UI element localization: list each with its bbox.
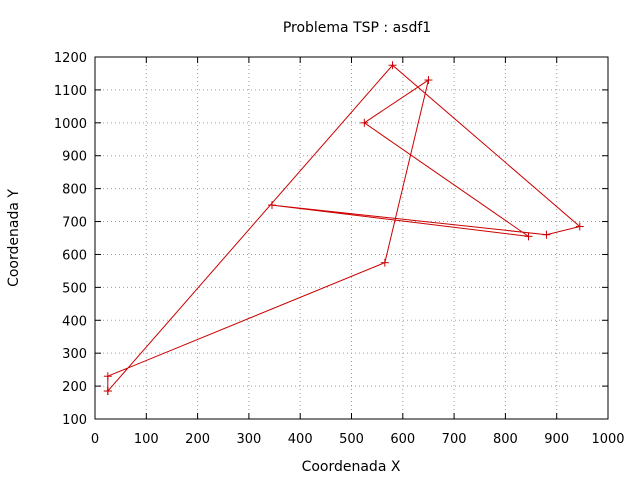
x-tick-label: 700 <box>442 432 467 447</box>
route-point <box>542 230 551 239</box>
x-tick-label: 500 <box>339 432 364 447</box>
x-tick-label: 1000 <box>591 432 624 447</box>
y-tick-label: 100 <box>62 413 87 428</box>
x-tick-label: 100 <box>134 432 159 447</box>
route-point <box>424 76 433 85</box>
route-point <box>575 222 584 231</box>
y-tick-label: 600 <box>62 248 87 263</box>
y-tick-label: 500 <box>62 281 87 296</box>
x-tick-label: 900 <box>544 432 569 447</box>
route-point <box>103 372 112 381</box>
x-tick-label: 800 <box>493 432 518 447</box>
x-tick-label: 600 <box>390 432 415 447</box>
route-point <box>267 201 276 210</box>
route-point <box>103 387 112 396</box>
chart-title: Problema TSP : asdf1 <box>283 20 431 36</box>
x-tick-label: 200 <box>185 432 210 447</box>
y-tick-label: 1000 <box>54 117 87 132</box>
route-line <box>107 64 581 392</box>
y-tick-label: 900 <box>62 150 87 165</box>
route-series <box>103 61 584 396</box>
route-point <box>380 258 389 267</box>
y-tick-label: 200 <box>62 380 87 395</box>
x-tick-label: 0 <box>91 432 99 447</box>
x-axis-label: Coordenada X <box>302 459 401 475</box>
route-point <box>388 61 397 70</box>
grid-lines <box>95 57 608 419</box>
x-tick-label: 400 <box>288 432 313 447</box>
x-tick-label: 300 <box>236 432 261 447</box>
y-tick-label: 1200 <box>54 51 87 66</box>
y-axis-label: Coordenada Y <box>6 189 22 287</box>
y-tick-label: 700 <box>62 216 87 231</box>
y-tick-label: 1100 <box>54 84 87 99</box>
y-tick-label: 800 <box>62 183 87 198</box>
axis-ticks: 0 100 200 300 400 500 600 700 800 900 1000 100 200 30… <box>54 51 625 447</box>
route-point <box>360 118 369 127</box>
y-tick-label: 300 <box>62 347 87 362</box>
route-point <box>524 232 533 241</box>
y-tick-label: 400 <box>62 314 87 329</box>
